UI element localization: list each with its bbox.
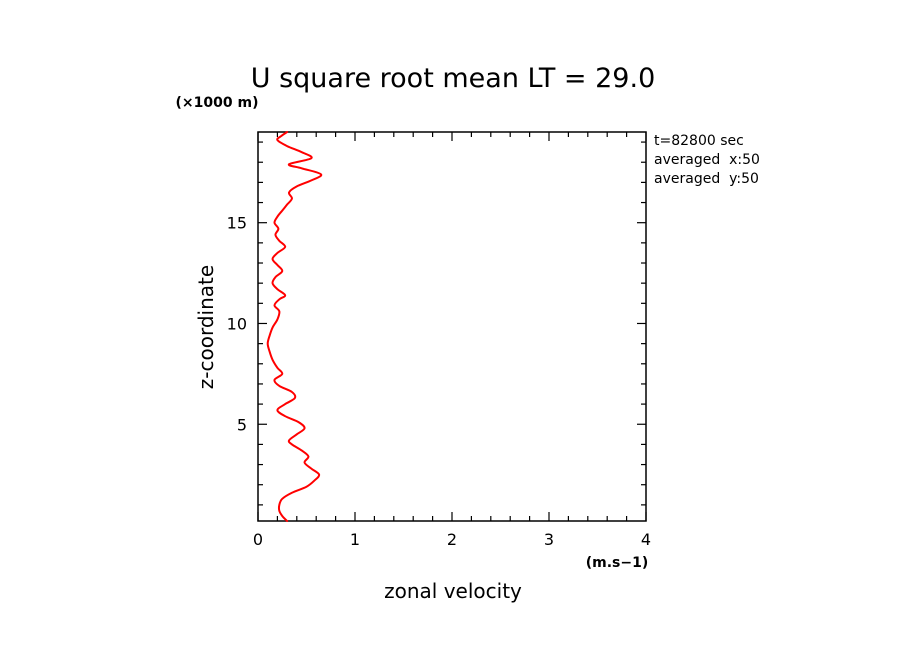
y-tick-label: 10	[227, 314, 247, 333]
annotation-time: t=82800 sec	[654, 133, 744, 149]
x-tick-label: 1	[350, 530, 360, 549]
x-unit-label: (m.s−1)	[586, 555, 649, 571]
series	[266, 131, 323, 522]
y-tick-label: 15	[227, 214, 247, 233]
annotations: t=82800 sec averaged x:50 averaged y:50	[654, 133, 760, 187]
x-axis-label: zonal velocity	[384, 579, 522, 603]
annotation-averaged-y: averaged y:50	[654, 171, 759, 187]
x-tick-label: 2	[447, 530, 457, 549]
tick-labels: 0 1 2 3 4 5 10 15	[227, 214, 651, 549]
annotation-averaged-x: averaged x:50	[654, 152, 760, 168]
ticks	[257, 132, 647, 521]
series-line	[266, 131, 323, 522]
plot-frame	[257, 131, 647, 522]
annotation-clip-mask	[777, 130, 817, 190]
x-tick-label: 4	[641, 530, 651, 549]
chart-title: U square root mean LT = 29.0	[251, 63, 656, 94]
y-unit-label: (×1000 m)	[176, 95, 259, 111]
y-tick-label: 5	[237, 415, 247, 434]
x-tick-label: 0	[253, 530, 263, 549]
y-axis-label: z-coordinate	[194, 265, 218, 389]
axes	[257, 131, 647, 522]
x-tick-label: 3	[544, 530, 554, 549]
